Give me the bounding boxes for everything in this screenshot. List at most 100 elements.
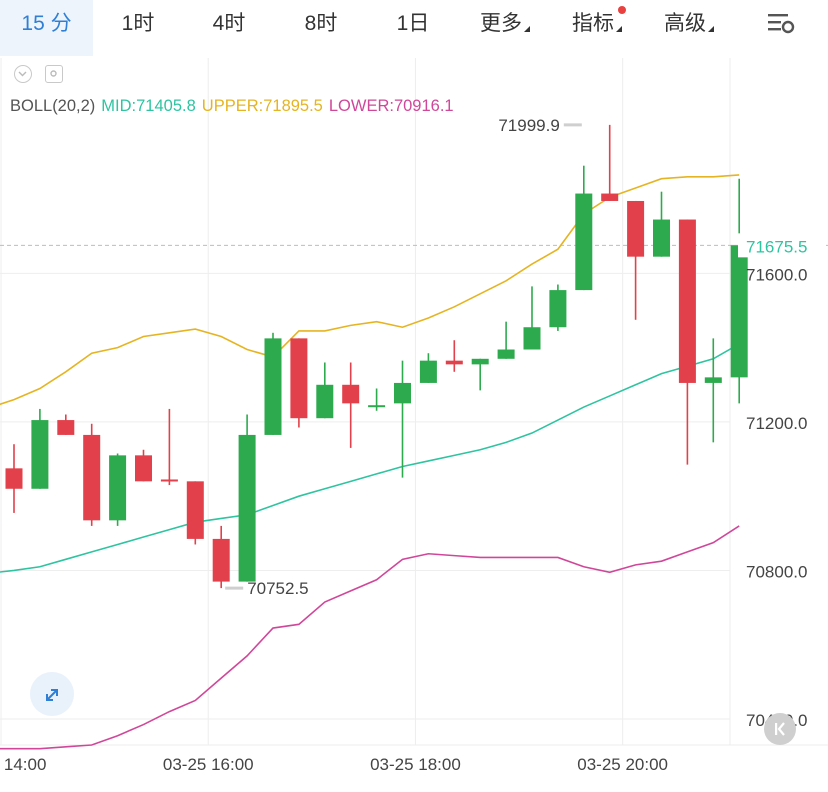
candle-body xyxy=(57,420,75,435)
candle-body xyxy=(730,245,748,378)
candle-body xyxy=(109,455,127,521)
candle-body xyxy=(212,538,230,582)
candle xyxy=(290,338,308,428)
candles xyxy=(5,124,748,589)
current-price-tag-bg xyxy=(738,233,826,258)
candle xyxy=(368,388,386,411)
candle-body xyxy=(653,219,670,257)
candle-body xyxy=(264,338,282,435)
candle xyxy=(575,165,593,291)
grid-layer xyxy=(0,58,828,746)
candle-body xyxy=(316,384,334,419)
candle xyxy=(549,284,567,331)
boll-legend: BOLL(20,2) MID:71405.8 UPPER:71895.5 LOWER:… xyxy=(10,97,460,116)
tab-advanced[interactable]: 高级 xyxy=(643,0,735,56)
candle xyxy=(31,408,49,489)
notification-dot xyxy=(618,6,626,14)
tab-label: 更多 xyxy=(480,12,522,35)
candle-body xyxy=(627,200,645,257)
dropdown-triangle-icon xyxy=(616,26,622,32)
candle-body xyxy=(419,360,437,383)
fullscreen-button[interactable] xyxy=(30,672,74,716)
candle-body xyxy=(497,349,515,359)
candle-body xyxy=(704,377,722,383)
candle xyxy=(316,362,334,419)
y-tick-label: 71600.0 xyxy=(746,265,807,284)
high-price-label: 71999.9 xyxy=(498,116,559,135)
candle xyxy=(523,286,541,350)
tab-label: 8时 xyxy=(304,12,338,35)
y-tick-label: 71200.0 xyxy=(746,414,807,433)
candle-body xyxy=(83,434,101,521)
candle xyxy=(704,338,722,443)
x-tick-label: 03-25 16:00 xyxy=(163,755,254,774)
x-tick-label: 03-25 14:00 xyxy=(0,755,46,774)
tab-label: 15 分 xyxy=(21,12,72,35)
candle-body xyxy=(523,327,541,350)
tab-label: 1时 xyxy=(121,12,155,35)
tab-indicators[interactable]: 指标 xyxy=(551,0,643,56)
candle-body xyxy=(135,455,152,482)
timeframe-toolbar: 15 分 1时 4时 8时 1日 更多 指标 高级 xyxy=(0,0,828,56)
tab-label: 4时 xyxy=(212,12,246,35)
indicator-settings-icon[interactable] xyxy=(45,65,63,83)
tab-more[interactable]: 更多 xyxy=(459,0,551,56)
candle xyxy=(445,340,463,372)
candle xyxy=(238,414,256,582)
dropdown-triangle-icon xyxy=(708,26,714,32)
dropdown-triangle-icon xyxy=(524,26,530,32)
tab-label: 高级 xyxy=(664,12,706,35)
chart-settings-icon[interactable] xyxy=(766,12,798,38)
candle-body xyxy=(368,405,386,408)
candle xyxy=(212,525,230,589)
candle xyxy=(186,481,204,545)
candle xyxy=(160,408,178,486)
current-price-label: 71675.5 xyxy=(746,237,807,256)
tab-1d[interactable]: 1日 xyxy=(367,0,459,56)
boll-lower: LOWER:70916.1 xyxy=(328,97,454,115)
candle-body xyxy=(394,382,411,404)
candle-body xyxy=(601,193,619,201)
candle xyxy=(264,332,282,435)
candle-body xyxy=(5,468,23,489)
tab-label: 1日 xyxy=(396,12,430,35)
candle xyxy=(653,191,670,257)
y-tick-label: 70800.0 xyxy=(746,562,807,581)
candle-body xyxy=(31,420,49,489)
low-price-label: 70752.5 xyxy=(247,579,308,598)
candle-body xyxy=(549,290,567,328)
expand-arrows-icon xyxy=(46,689,58,701)
tab-8h[interactable]: 8时 xyxy=(275,0,367,56)
candle xyxy=(342,362,360,448)
candle xyxy=(83,423,101,526)
candle xyxy=(678,219,696,465)
candle xyxy=(497,321,515,359)
candle xyxy=(730,178,748,404)
scroll-to-latest-button[interactable] xyxy=(764,713,796,745)
candle-body xyxy=(445,360,463,365)
x-tick-label: 03-25 20:00 xyxy=(577,755,668,774)
tab-4h[interactable]: 4时 xyxy=(183,0,275,56)
boll-line-mid xyxy=(0,343,740,573)
candle xyxy=(394,360,411,478)
candle xyxy=(601,124,619,201)
candle-body xyxy=(342,384,360,404)
boll-mid: MID:71405.8 xyxy=(101,97,196,115)
boll-name: BOLL(20,2) xyxy=(10,97,96,115)
tab-1h[interactable]: 1时 xyxy=(93,0,183,56)
collapse-indicator-icon[interactable] xyxy=(14,65,32,83)
x-tick-label: 03-25 18:00 xyxy=(370,755,461,774)
candle-body xyxy=(238,434,256,582)
skip-to-end-icon xyxy=(775,722,785,736)
candle xyxy=(419,353,437,383)
candle xyxy=(57,414,75,435)
candle xyxy=(135,449,152,482)
candle-body xyxy=(186,481,204,539)
tab-15min[interactable]: 15 分 xyxy=(0,0,93,56)
candle xyxy=(5,444,23,513)
candle-body xyxy=(160,479,178,482)
candle xyxy=(471,358,489,391)
candle-body xyxy=(471,358,489,365)
